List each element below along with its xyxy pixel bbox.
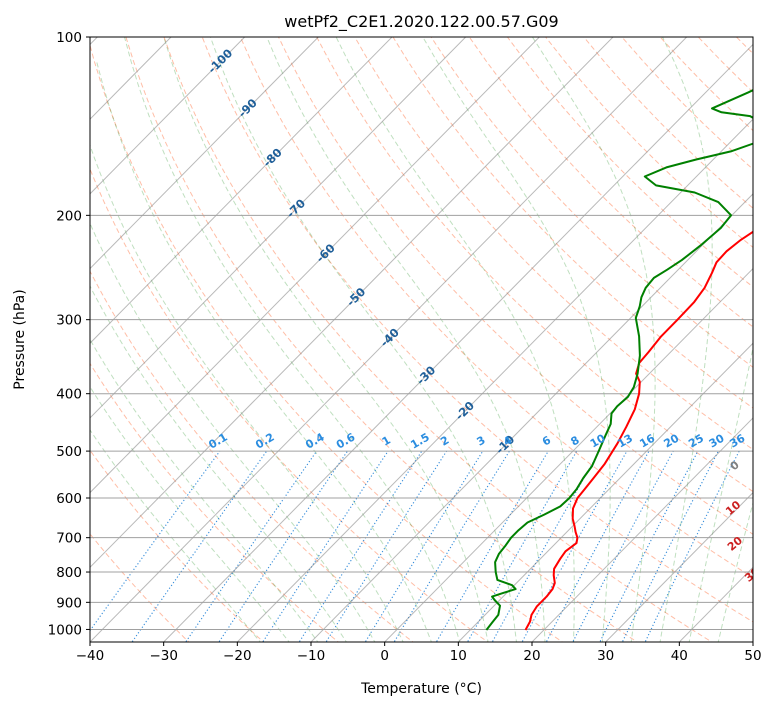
moist-adiabat-line xyxy=(90,338,319,642)
moist-adiabat-line xyxy=(531,37,656,642)
moist-adiabat-line xyxy=(90,143,404,642)
isotherm-line xyxy=(383,267,753,642)
y-tick-label: 900 xyxy=(56,595,82,611)
dewpoint-line xyxy=(485,89,753,631)
mixing-ratio-line xyxy=(262,450,389,642)
isotherm-line xyxy=(457,342,753,642)
mixing-ratio-line xyxy=(131,450,268,642)
dry-adiabat-line xyxy=(239,37,753,579)
dry-adiabat-line xyxy=(430,37,753,368)
y-tick-label: 300 xyxy=(56,313,82,329)
isotherm-line xyxy=(162,43,753,642)
y-axis-label: Pressure (hPa) xyxy=(12,289,28,389)
mixing-ratio-line xyxy=(435,450,549,642)
mixing-ratio-line xyxy=(572,450,674,642)
x-axis-label: Temperature (°C) xyxy=(360,681,482,697)
mixing-ratio-line xyxy=(599,450,699,642)
isotherm-line xyxy=(90,37,614,569)
y-tick-label: 500 xyxy=(56,444,82,460)
grid xyxy=(90,37,753,642)
y-tick-label: 100 xyxy=(56,30,82,46)
isotherm-line xyxy=(90,37,320,270)
x-tick-label: −40 xyxy=(76,648,105,664)
dry-adiabat-line xyxy=(278,37,753,535)
moist-adiabat-line xyxy=(163,37,489,642)
mixing-ratio-line xyxy=(621,450,719,642)
y-tick-label: 400 xyxy=(56,387,82,403)
isotherm-line xyxy=(310,193,753,642)
dry-adiabat-line xyxy=(392,37,753,409)
x-tick-label: 50 xyxy=(744,648,761,664)
x-tick-label: 10 xyxy=(450,648,467,664)
temperature-line xyxy=(524,230,753,631)
y-tick-label: 200 xyxy=(56,208,82,224)
mixing-ratio-line xyxy=(90,450,221,632)
moist-adiabat-line xyxy=(209,37,517,642)
isotherm-line xyxy=(236,118,753,642)
mixing-ratio-line xyxy=(185,450,318,642)
moist-adiabat-line xyxy=(266,37,546,642)
isotherm-line xyxy=(90,37,393,344)
mixing-ratio-line xyxy=(364,450,484,642)
moist-adiabat-line xyxy=(90,385,290,642)
moist-adiabat-line xyxy=(335,37,575,642)
moist-adiabat-line xyxy=(90,284,348,642)
chart-title: wetPf2_C2E1.2020.122.00.57.G09 xyxy=(284,12,558,32)
x-tick-label: 0 xyxy=(380,648,389,664)
y-tick-label: 800 xyxy=(56,565,82,581)
isotherm-line xyxy=(90,37,467,419)
y-tick-label: 600 xyxy=(56,491,82,507)
moist-adiabat-line xyxy=(659,37,713,642)
dry-adiabat-line xyxy=(316,37,753,493)
isotherm-line xyxy=(604,491,753,642)
dry-adiabat-line xyxy=(506,37,753,288)
y-tick-label: 700 xyxy=(56,531,82,547)
moist-adiabat-line xyxy=(688,345,753,642)
x-tick-label: 20 xyxy=(523,648,540,664)
moist-adiabat-line xyxy=(96,61,432,642)
isotherm-line xyxy=(90,37,688,642)
x-tick-label: 40 xyxy=(671,648,688,664)
x-tick-label: −30 xyxy=(149,648,178,664)
moist-adiabat-line xyxy=(90,222,376,642)
isotherm-line xyxy=(90,37,541,494)
x-tick-label: −10 xyxy=(297,648,326,664)
axes: −40 −30 −20 −10 0 10 20 30 40 50 1000 900 800 700 600 5… xyxy=(48,30,762,664)
mixing-ratio-line xyxy=(491,450,600,642)
x-tick-label: −20 xyxy=(223,648,252,664)
mixing-ratio-line xyxy=(393,450,510,642)
moist-adiabat-line xyxy=(90,429,261,642)
mixing-ratio-line xyxy=(521,450,628,642)
mixing-ratio-line xyxy=(545,450,650,642)
plot-frame xyxy=(89,36,754,643)
theta-label: 30 xyxy=(742,565,762,585)
background-lines xyxy=(90,37,753,642)
mixing-ratio-line xyxy=(325,450,448,642)
series-layer xyxy=(485,89,753,631)
isotherm-line xyxy=(531,417,753,642)
moist-adiabat-line xyxy=(124,37,461,642)
y-tick-label: 1000 xyxy=(48,622,82,638)
isotherm-line xyxy=(90,37,246,195)
x-tick-label: 30 xyxy=(597,648,614,664)
mixing-ratio-line xyxy=(298,450,423,642)
